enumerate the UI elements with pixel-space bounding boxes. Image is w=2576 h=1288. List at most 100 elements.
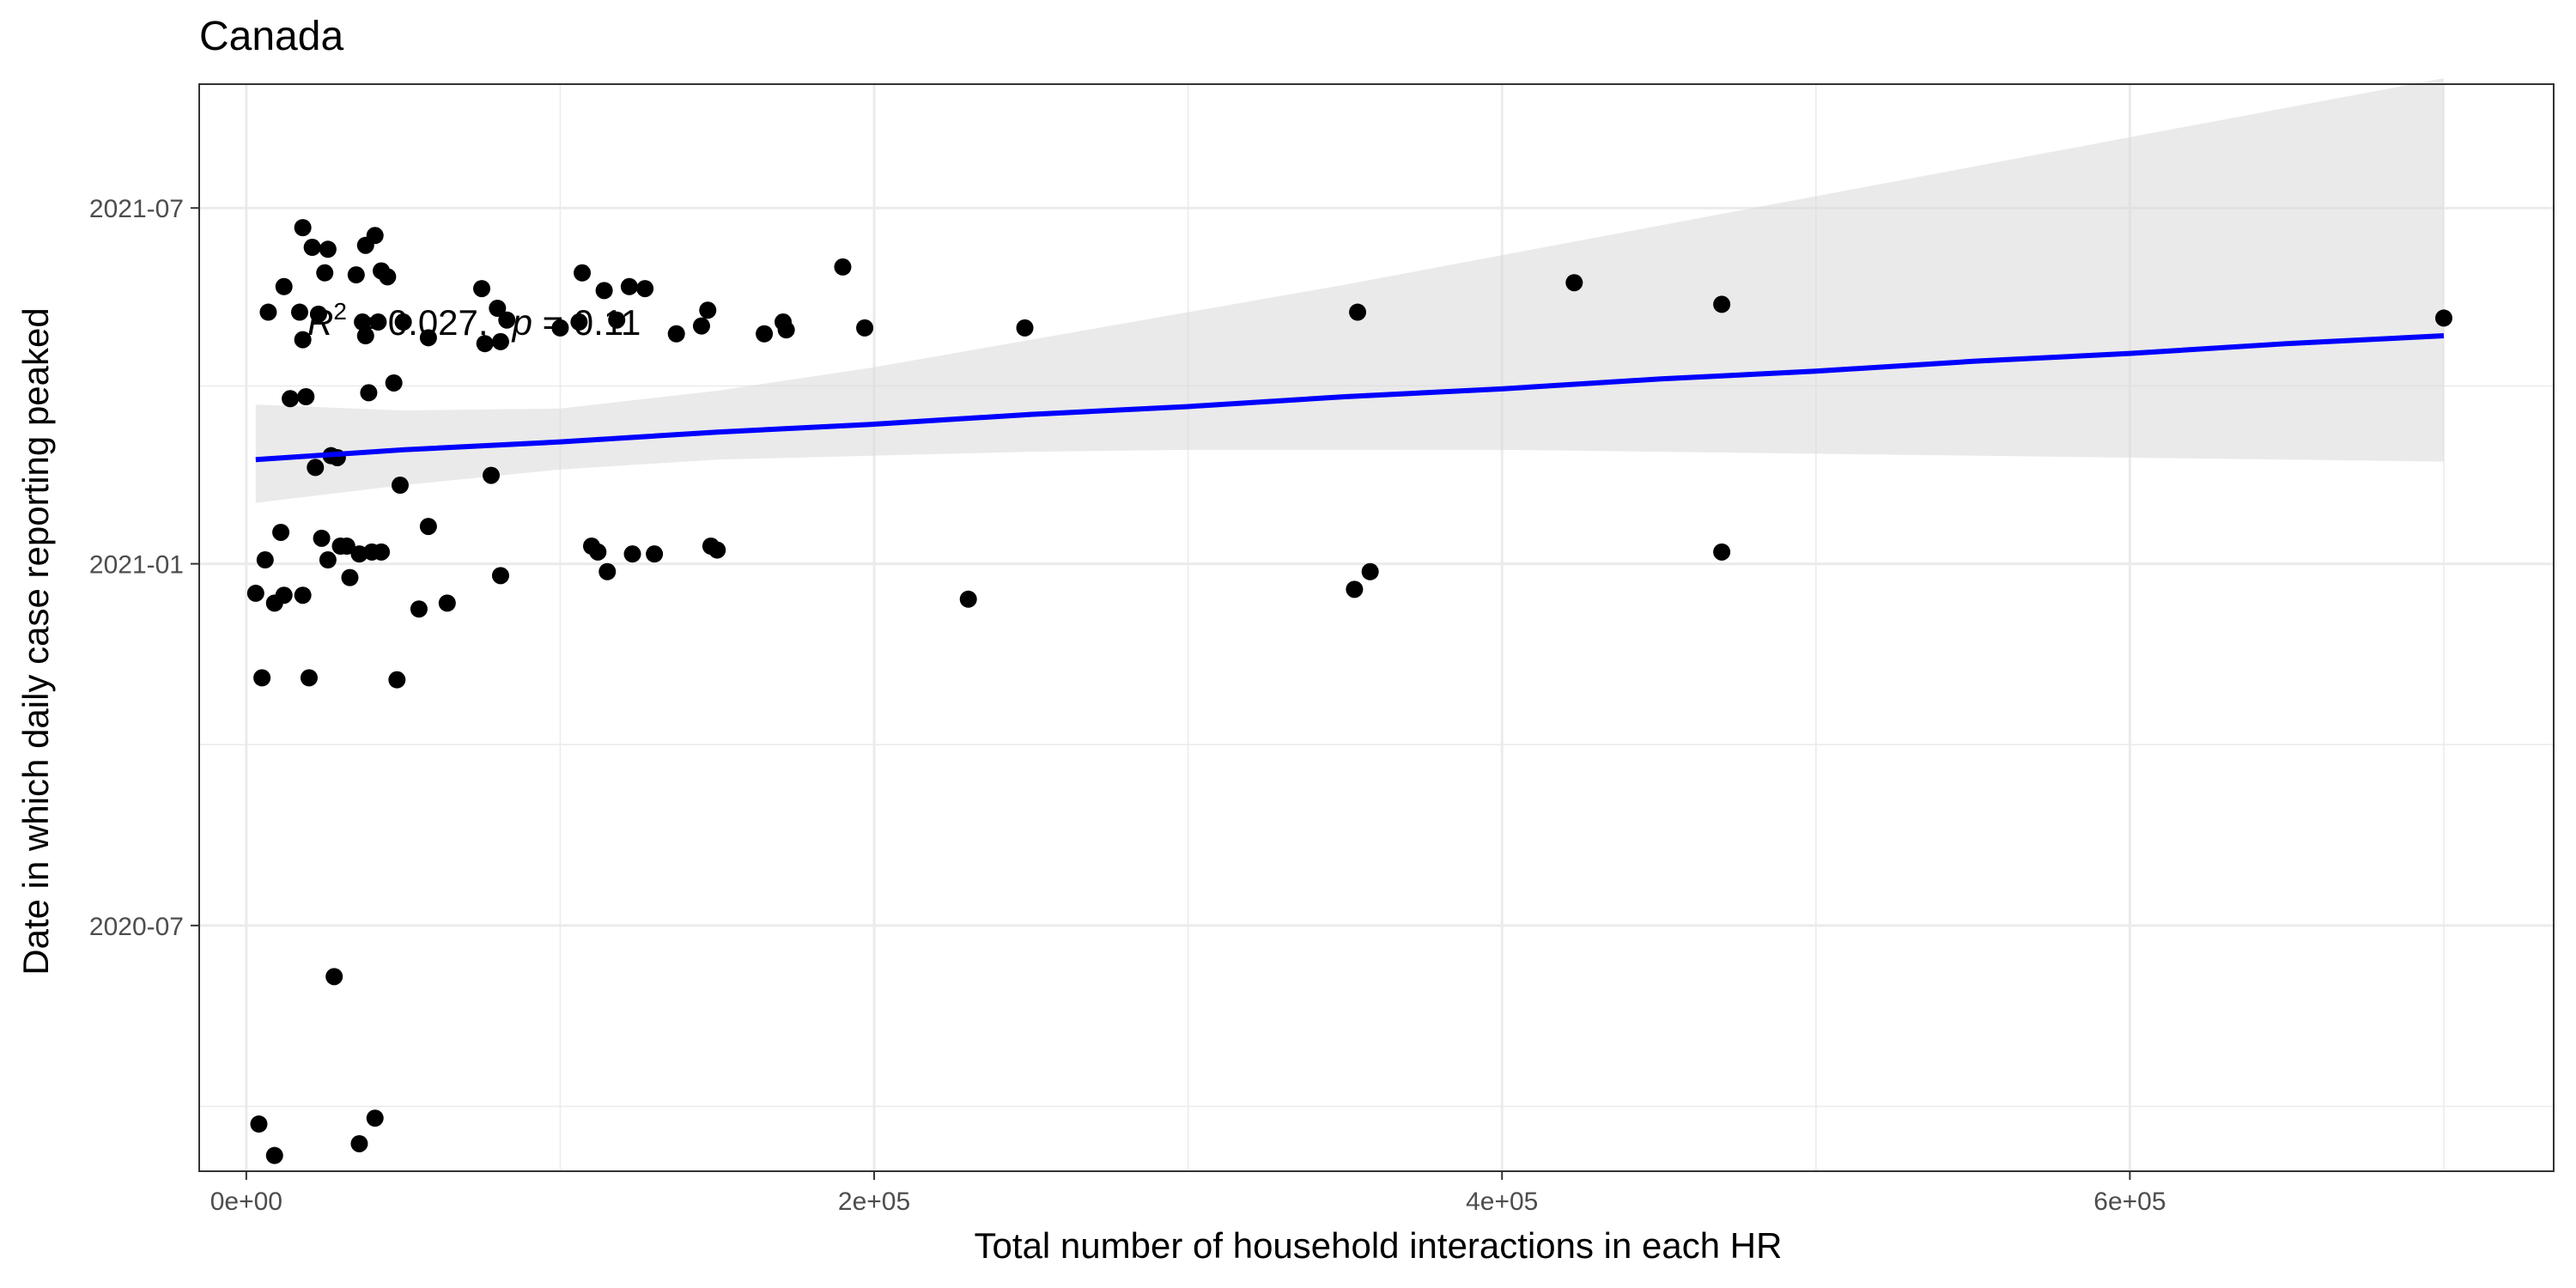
data-point	[319, 240, 337, 258]
data-point	[623, 545, 641, 563]
r2-symbol: R	[307, 302, 333, 343]
data-point	[1713, 543, 1731, 561]
data-point	[275, 277, 293, 295]
data-point	[491, 567, 509, 585]
data-point	[337, 537, 355, 555]
data-point	[419, 518, 437, 536]
data-point	[1713, 295, 1731, 313]
x-axis-label: Total number of household interactions i…	[975, 1225, 1783, 1266]
data-point	[1346, 580, 1364, 598]
x-tick-label: 4e+05	[1466, 1188, 1538, 1216]
data-point	[777, 321, 795, 339]
data-point	[570, 313, 588, 331]
data-point	[373, 543, 391, 561]
data-point	[307, 459, 325, 477]
data-point	[369, 313, 387, 331]
p-value: = 0.11	[532, 302, 641, 343]
data-point	[394, 313, 412, 331]
data-point	[959, 590, 977, 608]
data-point	[419, 329, 437, 347]
stats-annotation: R2 = 0.027, p = 0.11	[307, 298, 641, 343]
data-point	[438, 594, 456, 612]
y-tick-label: 2021-01	[89, 551, 184, 580]
data-point	[473, 280, 491, 298]
data-point	[341, 568, 359, 586]
data-point	[410, 600, 428, 618]
data-point	[834, 258, 852, 276]
svg-text:R2 = 0.027,p = 0.11: R2 = 0.027, p = 0.11	[307, 298, 641, 343]
data-point	[300, 669, 318, 687]
data-point	[325, 968, 343, 986]
data-point	[313, 529, 331, 547]
data-point	[489, 299, 507, 317]
data-point	[476, 335, 494, 353]
data-point	[356, 327, 374, 345]
y-axis-label: Date in which daily case reporting peake…	[15, 307, 56, 975]
y-tick-label: 2020-07	[89, 913, 184, 941]
data-point	[483, 466, 501, 484]
y-axis: 2020-07 2021-01 2021-07	[89, 195, 199, 941]
fit-line	[255, 333, 2445, 463]
data-point	[265, 1146, 283, 1164]
x-tick-label: 2e+05	[838, 1188, 910, 1216]
data-point	[246, 584, 264, 602]
data-point	[319, 551, 337, 569]
data-point	[498, 311, 516, 329]
data-point	[598, 562, 617, 580]
data-point	[2435, 309, 2453, 327]
data-point	[294, 586, 312, 605]
data-points	[246, 219, 2453, 1164]
panel-frame	[198, 83, 2555, 1172]
y-tick-label: 2021-07	[89, 195, 184, 223]
data-point	[620, 277, 638, 295]
panel-border	[198, 83, 2555, 1172]
data-point	[294, 219, 312, 237]
x-axis: 0e+00 2e+05 4e+05 6e+05	[210, 1171, 2166, 1216]
data-point	[385, 374, 403, 392]
data-point	[297, 388, 315, 406]
data-point	[608, 311, 626, 329]
data-point	[692, 317, 710, 335]
data-point	[391, 477, 409, 495]
confidence-ribbon	[255, 78, 2445, 503]
data-point	[1361, 562, 1379, 580]
data-point	[574, 264, 592, 282]
data-point	[366, 1109, 384, 1127]
data-point	[856, 319, 874, 337]
chart-title: Canada	[199, 14, 343, 59]
data-point	[316, 264, 334, 282]
confidence-band	[255, 78, 2445, 503]
data-point	[366, 227, 384, 245]
data-point	[667, 325, 685, 343]
data-point	[636, 280, 654, 298]
r2-superscript: 2	[333, 298, 347, 325]
data-point	[1016, 319, 1034, 337]
data-point	[379, 268, 397, 286]
data-point	[250, 1115, 268, 1133]
data-point	[282, 390, 300, 408]
data-point	[309, 305, 327, 323]
p-symbol: p	[511, 302, 532, 343]
data-point	[294, 331, 312, 349]
data-point	[347, 266, 365, 284]
r2-value: = 0.027,	[347, 302, 489, 343]
data-point	[646, 545, 664, 563]
data-point	[1565, 274, 1583, 292]
data-point	[272, 523, 290, 541]
data-point	[360, 384, 378, 402]
data-point	[595, 282, 613, 300]
data-point	[589, 543, 607, 561]
fit-line-group	[255, 333, 2445, 463]
data-point	[290, 303, 308, 321]
x-tick-label: 6e+05	[2093, 1188, 2166, 1216]
data-point	[303, 239, 321, 257]
data-point	[275, 586, 293, 605]
data-point	[253, 669, 271, 687]
data-point	[708, 541, 726, 559]
data-point	[551, 319, 569, 337]
data-point	[756, 325, 774, 343]
data-point	[699, 301, 717, 319]
data-point	[350, 1134, 368, 1152]
x-tick-label: 0e+00	[210, 1188, 283, 1216]
